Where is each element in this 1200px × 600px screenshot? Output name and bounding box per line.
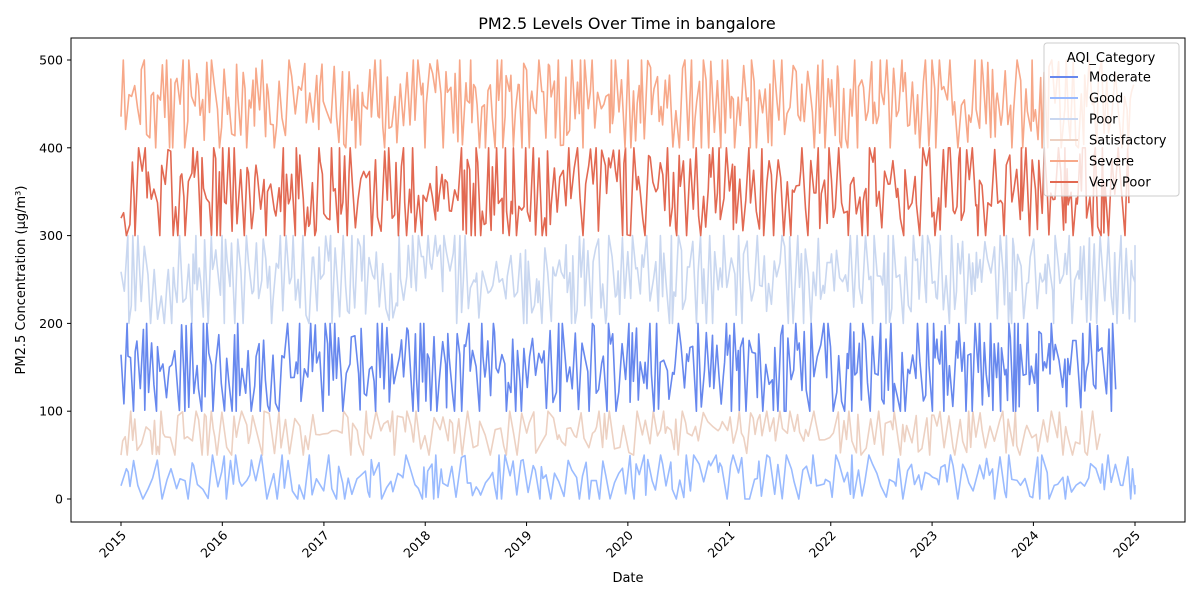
- series-line-very-poor: [120, 147, 1130, 237]
- legend-label: Poor: [1089, 113, 1118, 128]
- legend-label: Satisfactory: [1089, 134, 1167, 149]
- series-line-good: [120, 454, 1136, 500]
- y-tick-label: 400: [39, 140, 63, 155]
- x-axis-title: Date: [612, 571, 643, 586]
- chart-title: PM2.5 Levels Over Time in bangalore: [478, 14, 776, 33]
- series-line-severe: [120, 59, 1135, 149]
- legend: AQI_Category Moderate Good Poor Satisfactor…: [1043, 42, 1180, 197]
- y-tick-label: 200: [39, 316, 63, 331]
- legend-label: Good: [1089, 92, 1123, 107]
- y-axis: 0 100 200 300 400 500: [39, 53, 71, 507]
- legend-label: Moderate: [1089, 71, 1151, 86]
- legend-label: Severe: [1089, 155, 1134, 170]
- series-line-moderate: [120, 322, 1117, 412]
- legend-box: [1043, 42, 1180, 197]
- y-axis-title: PM2.5 Concentration (µg/m³): [14, 186, 29, 375]
- plot-area: [120, 59, 1136, 500]
- y-tick-label: 500: [39, 53, 63, 68]
- y-tick-label: 300: [39, 228, 63, 243]
- y-tick-label: 100: [39, 404, 63, 419]
- legend-label: Very Poor: [1089, 176, 1151, 191]
- y-tick-label: 0: [55, 492, 63, 507]
- legend-title: AQI_Category: [1067, 51, 1156, 66]
- series-line-satisfactory: [120, 410, 1101, 456]
- series-line-poor: [120, 234, 1136, 325]
